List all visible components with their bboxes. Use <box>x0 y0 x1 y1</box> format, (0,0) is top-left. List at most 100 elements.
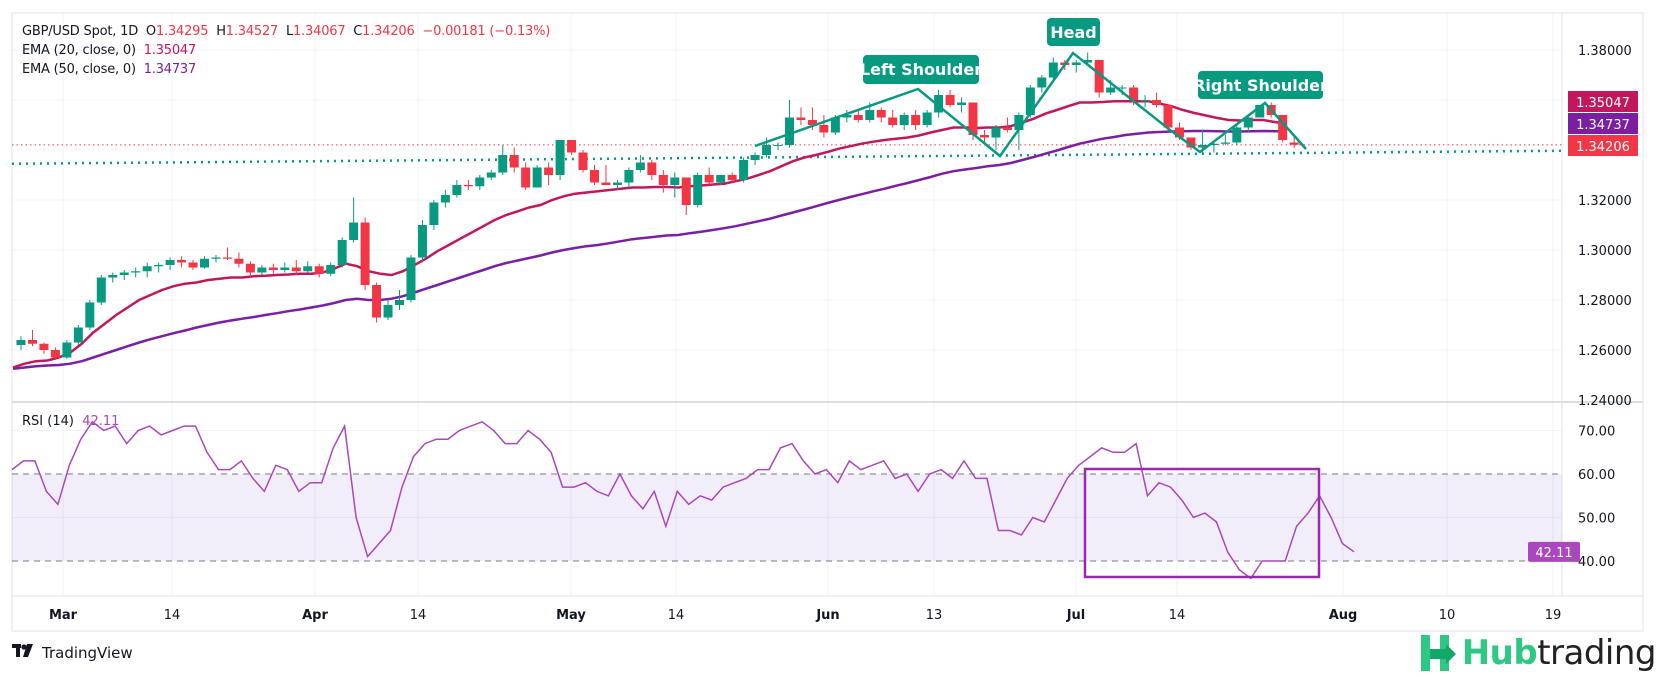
ema20-line <box>12 99 1287 369</box>
time-axis[interactable]: Mar 14 Apr 14 May 14 Jun 13 Jul 14 Aug 10 19 <box>49 608 1561 623</box>
candle-body <box>911 115 921 125</box>
price-tick-label: 1.24000 <box>1578 394 1632 409</box>
rsi-axis[interactable]: 70.00 60.00 50.00 40.00 <box>1578 425 1615 571</box>
candle-body <box>429 202 439 225</box>
rsi-tick-label: 40.00 <box>1578 555 1615 570</box>
annotation-head[interactable]: Head <box>1047 18 1100 46</box>
candle-body <box>681 177 691 205</box>
candle <box>211 255 221 263</box>
candle-body <box>819 125 829 133</box>
candle <box>96 275 106 305</box>
candle-body <box>360 222 370 285</box>
candle <box>796 107 806 125</box>
candle-body <box>509 155 519 168</box>
candle-body <box>853 115 863 120</box>
head-and-shoulders-pattern[interactable] <box>754 51 1307 158</box>
candle-body <box>475 177 485 187</box>
candle <box>326 262 336 277</box>
open-value: 1.34295 <box>155 24 209 39</box>
price-tick-label: 1.38000 <box>1578 44 1632 59</box>
candle-body <box>773 145 783 146</box>
candle <box>1048 57 1058 83</box>
candle-body <box>211 257 221 259</box>
candle <box>853 110 863 123</box>
candle <box>1209 142 1219 153</box>
tradingview-text: TradingView <box>42 643 133 662</box>
candle-body <box>50 350 60 358</box>
candle-body <box>1232 127 1242 143</box>
candle-body <box>383 305 393 318</box>
candle-body <box>417 225 427 258</box>
time-tick-label: 14 <box>410 608 427 623</box>
neckline[interactable] <box>11 149 1563 165</box>
candle-body <box>830 117 840 133</box>
annotation-right-shoulder[interactable]: Right Shoulder <box>1193 71 1328 99</box>
candle <box>177 256 187 268</box>
candle-body <box>945 95 955 105</box>
candle <box>291 260 301 275</box>
candle <box>1289 136 1299 149</box>
candle <box>417 220 427 263</box>
candle <box>934 90 944 118</box>
candle-body <box>1048 62 1058 78</box>
grid <box>12 13 1562 596</box>
candle-body <box>842 115 852 118</box>
candle <box>27 330 37 347</box>
time-tick-label: Apr <box>302 608 328 623</box>
price-axis[interactable]: 1.38000 1.32000 1.30000 1.28000 1.26000 1.240… <box>1578 44 1632 409</box>
candle-body <box>1255 105 1265 118</box>
candle-body <box>406 257 416 300</box>
candle-body <box>1094 60 1104 93</box>
candle <box>131 267 141 278</box>
candle-body <box>463 185 473 187</box>
candle <box>624 167 634 188</box>
candle-body <box>658 175 668 185</box>
candle <box>303 261 313 273</box>
tradingview-logo[interactable]: TradingView <box>12 643 133 662</box>
candle-body <box>934 95 944 113</box>
candle-body <box>750 155 760 160</box>
candle <box>142 262 152 278</box>
low-value: 1.34067 <box>293 24 346 39</box>
candle <box>532 165 542 188</box>
price-label: 1.35047 <box>1568 91 1638 112</box>
candle-body <box>177 260 187 263</box>
time-tick-label: 10 <box>1439 608 1456 623</box>
candles <box>16 52 1299 360</box>
candle-body <box>647 162 657 175</box>
candle <box>945 90 955 108</box>
ema20-legend[interactable]: EMA (20, close, 0) 1.35047 <box>22 43 196 58</box>
candle-body <box>567 140 577 153</box>
annotation-left-shoulder-text: Left Shoulder <box>860 60 982 79</box>
candle <box>1278 115 1288 143</box>
candle <box>337 237 347 268</box>
candle-body <box>234 258 244 264</box>
candle <box>314 263 324 278</box>
price-tick-label: 1.26000 <box>1578 344 1632 359</box>
candle-body <box>165 260 175 265</box>
candle-body <box>1117 87 1127 89</box>
candle-body <box>807 120 817 125</box>
candle <box>842 110 852 123</box>
ema20-value: 1.35047 <box>143 43 197 58</box>
symbol-legend[interactable]: GBP/USD Spot, 1D O1.34295 H1.34527 L1.34… <box>22 24 550 39</box>
candle <box>257 265 267 275</box>
price-label-text: 1.34206 <box>1576 140 1630 155</box>
candle <box>360 217 370 290</box>
candle <box>922 110 932 128</box>
candle <box>268 263 278 274</box>
candle-body <box>1289 142 1299 145</box>
annotation-left-shoulder[interactable]: Left Shoulder <box>860 55 982 84</box>
candle-body <box>796 117 806 120</box>
candle-body <box>27 340 37 344</box>
rsi-legend[interactable]: RSI (14) 42.11 <box>22 414 119 429</box>
candle-body <box>314 266 324 274</box>
rsi-value-label: 42.11 <box>1528 541 1580 562</box>
rsi-legend-value: 42.11 <box>82 414 120 429</box>
ema50-legend[interactable]: EMA (50, close, 0) 1.34737 <box>22 62 196 77</box>
candle-body <box>39 343 49 350</box>
candle <box>911 110 921 130</box>
candle-body <box>1140 100 1150 101</box>
rsi-highlight-box[interactable] <box>1083 467 1321 579</box>
